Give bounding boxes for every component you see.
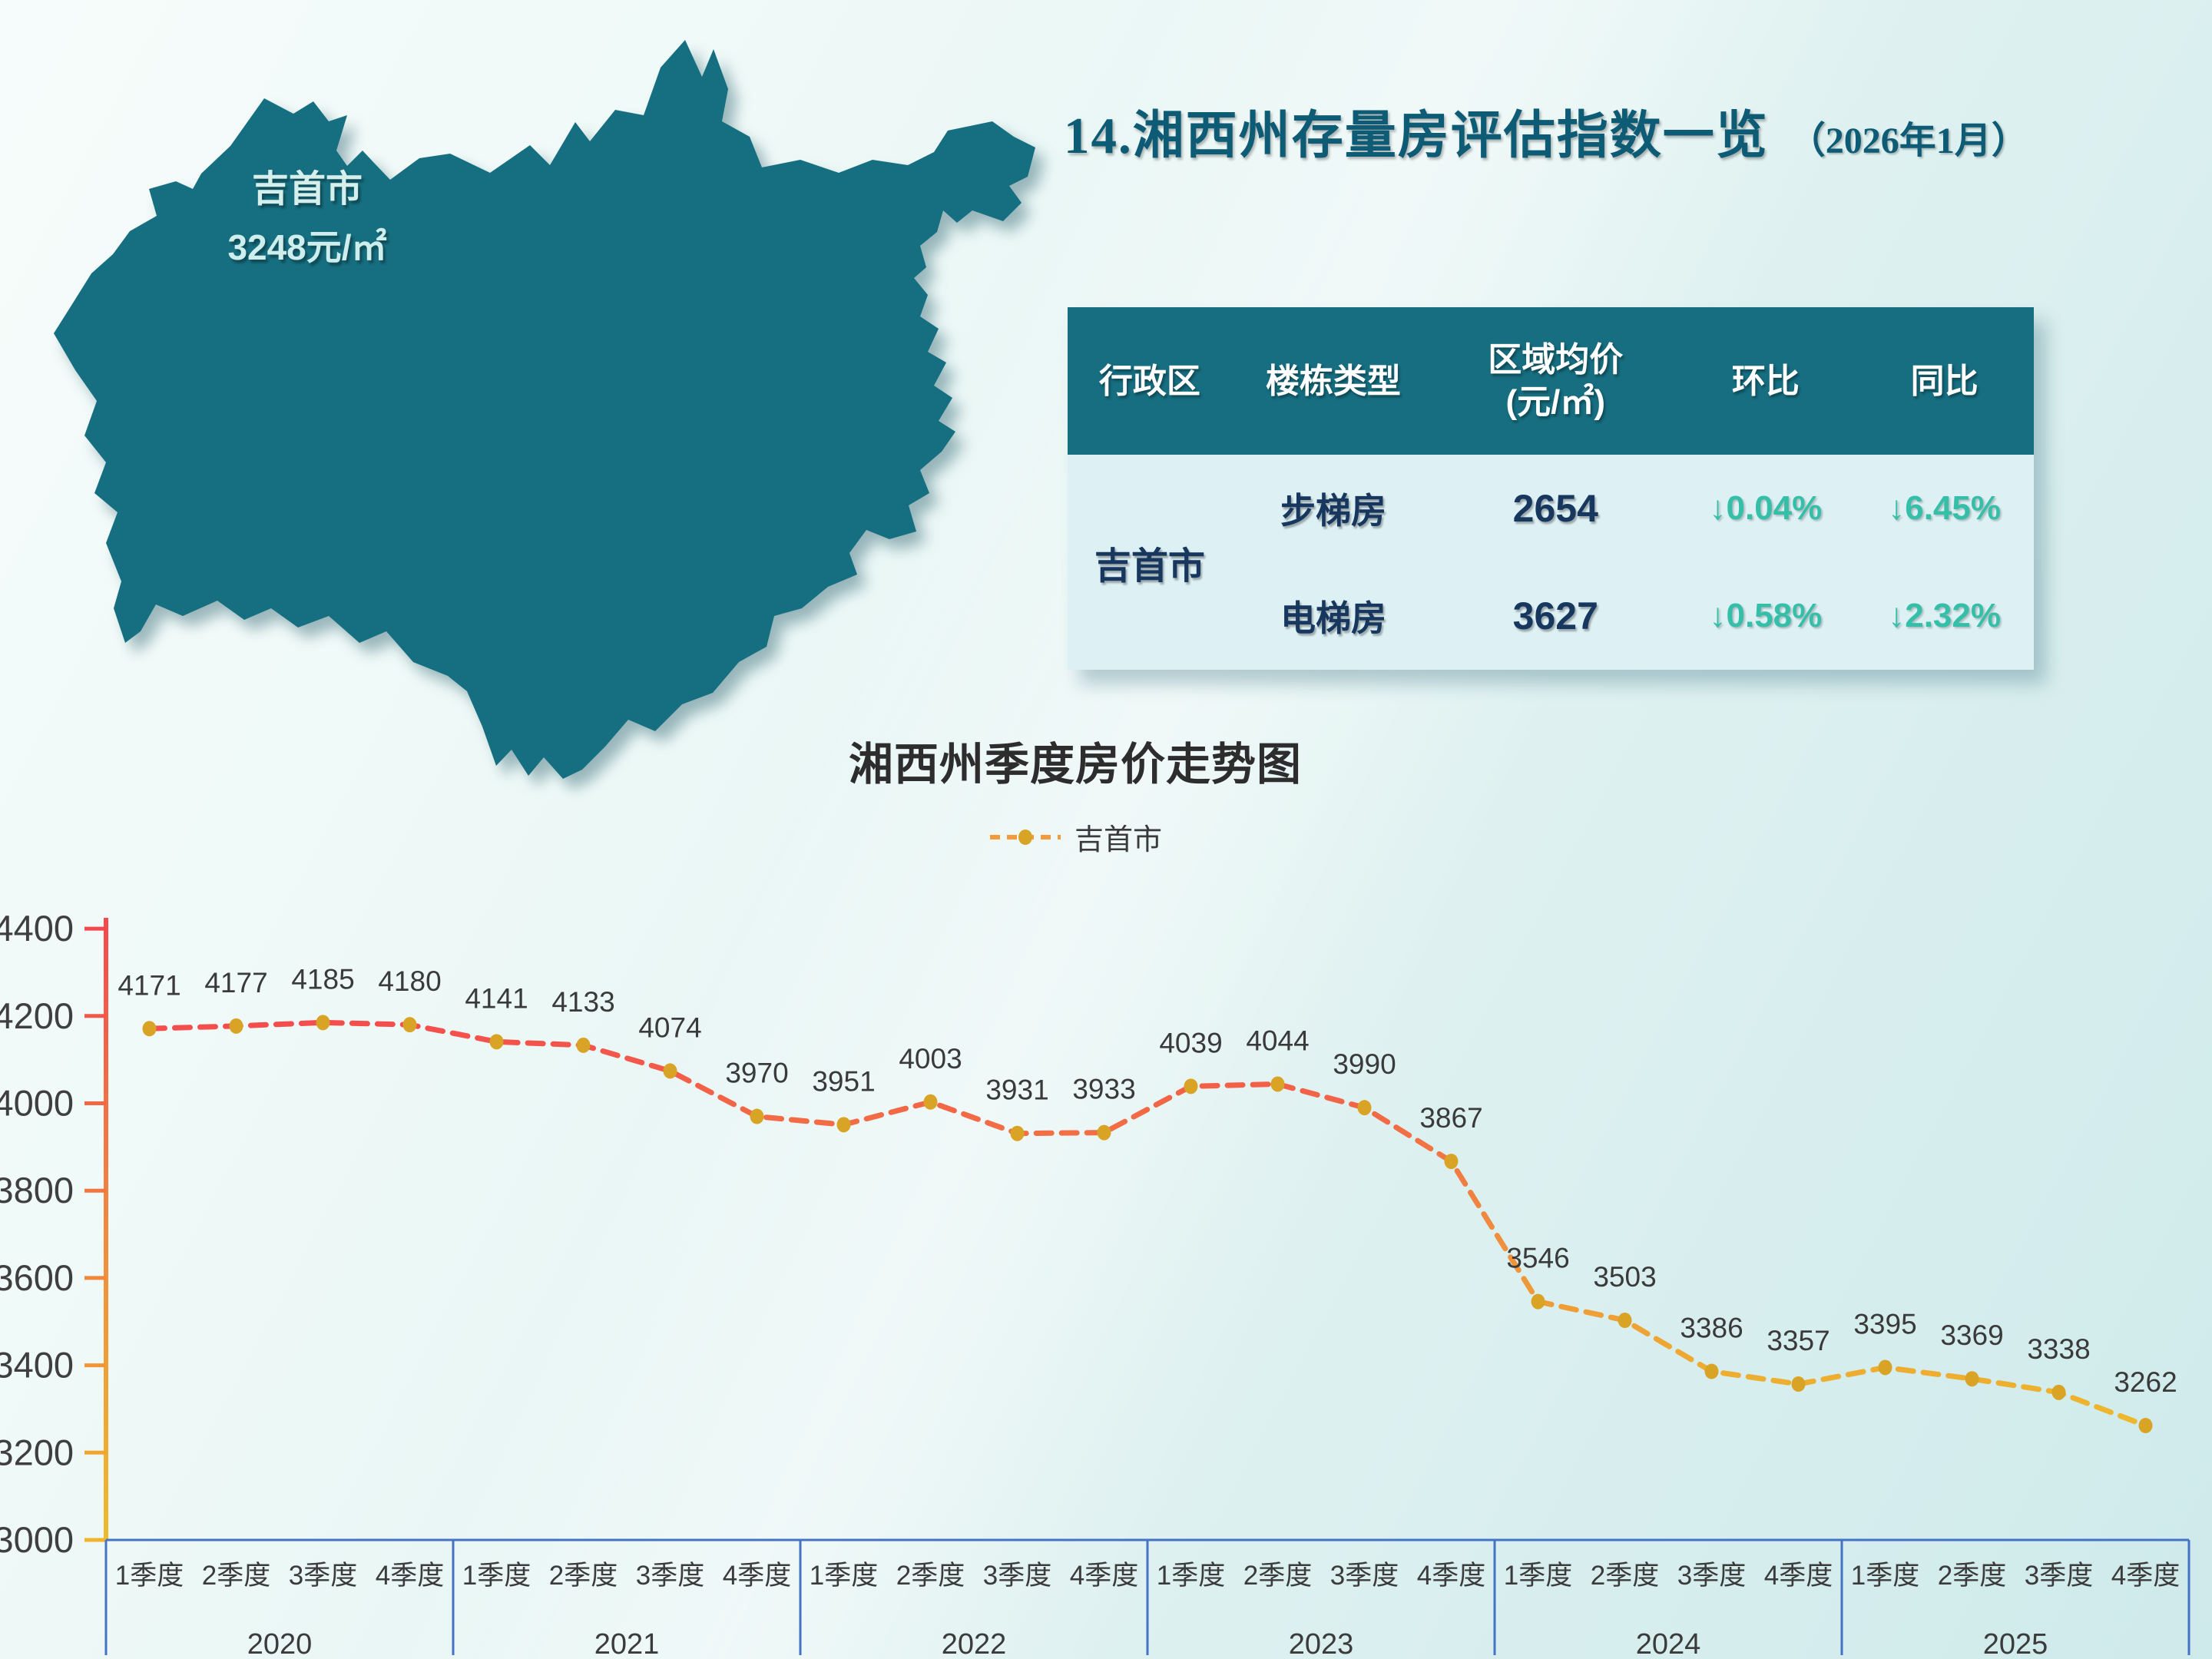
x-quarter-label: 3季度 (1677, 1561, 1746, 1591)
y-tick-label: 4400 (0, 908, 74, 949)
x-year-label: 2024 (1636, 1628, 1701, 1659)
chart-title: 湘西州季度房价走势图 (848, 740, 1302, 790)
data-point-label: 4177 (204, 967, 267, 998)
x-quarter-label: 4季度 (1070, 1561, 1138, 1591)
row1-yoy-value: ↓6.45% (1888, 489, 2001, 527)
data-point-label: 4044 (1246, 1025, 1309, 1056)
data-point-label: 3503 (1593, 1261, 1656, 1293)
x-year-label: 2023 (1289, 1628, 1354, 1659)
x-quarter-label: 1季度 (115, 1561, 184, 1591)
header-district: 行政区 (1098, 362, 1200, 400)
header-yoy: 同比 (1910, 362, 1979, 400)
x-quarter-label: 1季度 (1851, 1561, 1919, 1591)
y-tick-label: 3000 (0, 1519, 74, 1560)
data-point-label: 3546 (1506, 1243, 1569, 1274)
x-quarter-label: 2季度 (1591, 1561, 1659, 1591)
x-quarter-label: 1季度 (462, 1561, 531, 1591)
page-title-text: 14.湘西州存量房评估指数一览 (1064, 108, 1769, 164)
x-quarter-label: 2季度 (1938, 1561, 2006, 1591)
x-quarter-label: 3季度 (289, 1561, 357, 1591)
header-mom: 环比 (1731, 362, 1800, 400)
row2-yoy-value: ↓2.32% (1888, 597, 2001, 634)
x-quarter-label: 4季度 (376, 1561, 444, 1591)
x-quarter-label: 3季度 (983, 1561, 1051, 1591)
x-year-label: 2022 (942, 1628, 1007, 1659)
header-building-type: 楼栋类型 (1265, 362, 1401, 400)
data-point-label: 3386 (1680, 1313, 1743, 1344)
x-quarter-label: 2季度 (202, 1561, 270, 1591)
data-point-label: 3951 (812, 1065, 875, 1097)
district-cell: 吉首市 (1094, 546, 1205, 587)
y-tick-label: 3200 (0, 1432, 74, 1472)
x-quarter-label: 4季度 (1417, 1561, 1485, 1591)
x-quarter-label: 4季度 (1764, 1561, 1833, 1591)
x-quarter-label: 1季度 (1157, 1561, 1225, 1591)
page-title-date: （2026年1月） (1788, 121, 2028, 161)
row2-building-type: 电梯房 (1280, 598, 1386, 638)
data-point-label: 3933 (1072, 1074, 1135, 1105)
y-tick-label: 4000 (0, 1083, 74, 1124)
row2-avg-price: 3627 (1512, 594, 1598, 637)
x-quarter-label: 2季度 (1243, 1561, 1312, 1591)
x-year-label: 2020 (247, 1628, 313, 1659)
row1-building-type: 步梯房 (1280, 491, 1386, 531)
data-point-label: 3357 (1767, 1325, 1830, 1356)
data-point-label: 4141 (465, 982, 528, 1014)
data-point-label: 4133 (551, 986, 614, 1018)
data-point-label: 4180 (378, 965, 441, 997)
table-header-row: 行政区 楼栋类型 区域均价 (元/㎡) 环比 同比 (1068, 307, 2034, 455)
row1-avg-price: 2654 (1512, 487, 1598, 530)
data-point-label: 4039 (1159, 1027, 1222, 1058)
y-tick-label: 4200 (0, 995, 74, 1036)
x-quarter-label: 2季度 (549, 1561, 618, 1591)
data-point-label: 4003 (899, 1043, 962, 1075)
price-index-table: 行政区 楼栋类型 区域均价 (元/㎡) 环比 同比 吉首市 步梯房 2654 ↓… (1068, 307, 2034, 670)
row1-mom-value: ↓0.04% (1709, 489, 1823, 527)
data-point-label: 3867 (1419, 1102, 1482, 1134)
x-quarter-label: 3季度 (636, 1561, 704, 1591)
data-point-label: 4074 (638, 1012, 701, 1043)
y-tick-label: 3800 (0, 1170, 74, 1210)
x-quarter-label: 1季度 (1504, 1561, 1572, 1591)
y-tick-label: 3400 (0, 1345, 74, 1386)
map-region-label: 吉首市 (252, 169, 363, 210)
header-avg-price-line1: 区域均价 (1488, 341, 1624, 379)
legend-series-label: 吉首市 (1074, 824, 1162, 856)
data-point-label: 3395 (1853, 1308, 1916, 1339)
data-point-label: 3338 (2027, 1333, 2090, 1365)
header-avg-price: 区域均价 (元/㎡) (1435, 339, 1677, 423)
x-quarter-label: 4季度 (723, 1561, 791, 1591)
legend-line-icon (989, 829, 1061, 845)
table-body: 吉首市 步梯房 2654 ↓0.04% ↓6.45% 电梯房 3627 ↓0.5… (1068, 455, 2034, 670)
x-quarter-label: 2季度 (896, 1561, 965, 1591)
x-year-label: 2025 (1983, 1628, 2048, 1659)
data-point-label: 3369 (1940, 1320, 2003, 1351)
jishou-region-shape (54, 40, 1035, 779)
x-quarter-label: 1季度 (810, 1561, 878, 1591)
x-quarter-label: 3季度 (2025, 1561, 2093, 1591)
data-point-label: 4171 (118, 969, 180, 1001)
data-point-label: 3262 (2114, 1366, 2177, 1398)
chart-legend: 吉首市 (945, 816, 1206, 858)
row2-mom-value: ↓0.58% (1709, 597, 1823, 634)
y-tick-label: 3600 (0, 1257, 74, 1298)
data-point-label: 3931 (985, 1075, 1048, 1106)
data-point-label: 4185 (291, 963, 354, 995)
page-title: 14.湘西州存量房评估指数一览 （2026年1月） (1064, 94, 2208, 168)
xiangxi-prefecture-map: 吉首市 3248元/㎡ (54, 40, 1035, 779)
data-point-label: 3990 (1333, 1048, 1396, 1080)
quarterly-price-line-chart: 3000 3200 3400 3600 3800 4000 4200 4400 4171 4177… (0, 908, 2190, 1659)
x-quarter-label: 4季度 (2111, 1561, 2180, 1591)
x-quarter-label: 3季度 (1330, 1561, 1399, 1591)
map-price-label: 3248元/㎡ (227, 227, 386, 267)
header-avg-price-unit: (元/㎡) (1505, 383, 1606, 421)
x-year-label: 2021 (594, 1628, 660, 1659)
data-point-label: 3970 (725, 1058, 788, 1089)
